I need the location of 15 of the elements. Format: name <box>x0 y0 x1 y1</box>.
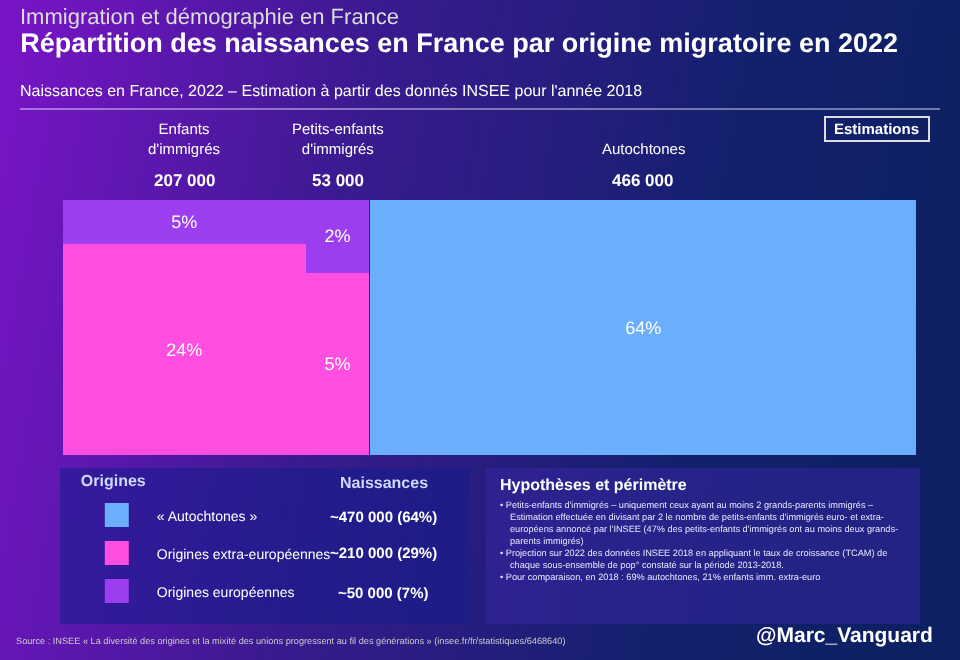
data-label: 64% <box>625 317 662 338</box>
data-label: 5% <box>324 354 351 375</box>
data-label: 53 000 <box>312 170 365 190</box>
text: Répartition des naissances en France par origine migratoire en 2022 <box>20 28 898 59</box>
data-label: 24% <box>166 339 203 360</box>
data-label: 207 000 <box>154 170 216 190</box>
data-label: 466 000 <box>612 170 674 190</box>
data-label: 5% <box>171 212 198 232</box>
data-label: 2% <box>324 226 351 247</box>
text: Naissances en France, 2022 – Estimation à partir des donnés INSEE pour l'année 2018 <box>20 82 643 100</box>
text: @Marc_Vanguard <box>756 624 933 648</box>
text: Hypothèses et périmètre <box>500 476 689 494</box>
text: Naissances <box>340 474 430 492</box>
legend-title: Origines <box>80 472 147 491</box>
text: Immigration et démographie en France <box>20 6 400 30</box>
